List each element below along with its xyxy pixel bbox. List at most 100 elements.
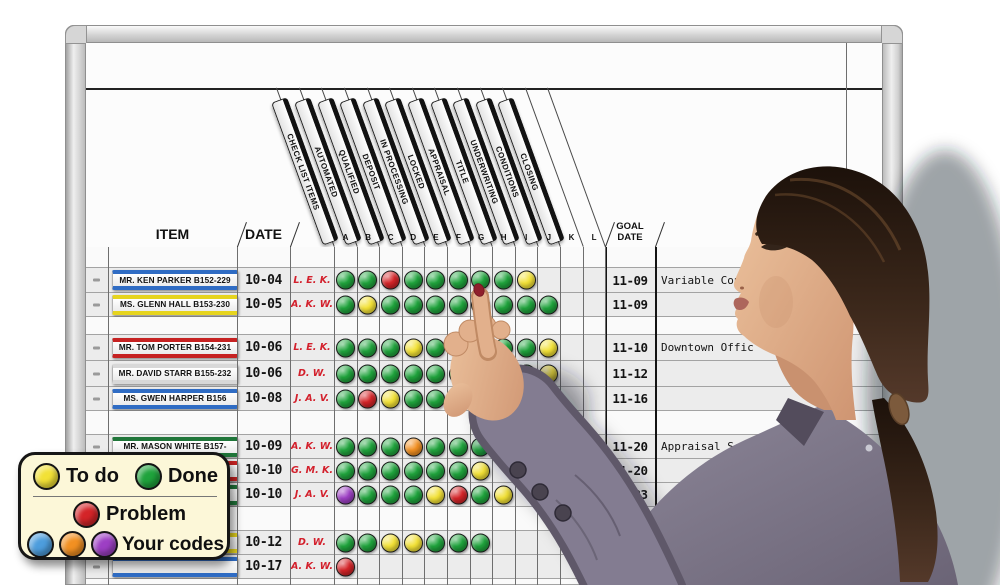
status-dot-magnet[interactable] (335, 270, 355, 290)
status-dot-magnet[interactable] (358, 389, 378, 408)
column-letter: J (546, 233, 552, 242)
status-dot-magnet[interactable] (358, 295, 378, 314)
status-dot-magnet[interactable] (448, 485, 468, 504)
status-dot-magnet[interactable] (403, 270, 423, 290)
status-dot-magnet[interactable] (381, 364, 400, 383)
status-dot-magnet[interactable] (403, 295, 423, 314)
status-dot-magnet[interactable] (335, 338, 355, 357)
status-dot-magnet[interactable] (403, 364, 423, 383)
status-dot-magnet[interactable] (426, 437, 446, 456)
status-dot-magnet[interactable] (494, 364, 513, 383)
status-dot-magnet[interactable] (516, 295, 536, 314)
status-dot-magnet[interactable] (381, 533, 400, 552)
board-row: MR. TOM PORTER B154-231 10-06 L. E. K. 11-1… (86, 335, 882, 361)
name-tag-label: MR. KEN PARKER B152-229 (119, 275, 231, 285)
status-dot-magnet[interactable] (471, 270, 491, 290)
status-dot-magnet[interactable] (494, 270, 513, 290)
status-dot-magnet[interactable] (335, 461, 355, 480)
status-dot-magnet[interactable] (381, 389, 400, 408)
status-dot-magnet[interactable] (403, 533, 423, 552)
status-dot-magnet[interactable] (426, 533, 446, 552)
status-dot-magnet[interactable] (448, 389, 468, 408)
legend-problem-dot (73, 501, 100, 528)
status-dot-magnet[interactable] (335, 485, 355, 504)
note-cell: Variable Condit (661, 273, 761, 287)
status-dot-magnet[interactable] (335, 437, 355, 456)
status-dot-magnet[interactable] (358, 437, 378, 456)
status-dot-magnet[interactable] (516, 364, 536, 383)
goal-date-cell: 11-16 (612, 391, 648, 406)
status-dot-magnet[interactable] (358, 270, 378, 290)
grid-column-line (514, 247, 516, 585)
name-tag-magnet[interactable]: MR. KEN PARKER B152-229 (112, 270, 238, 290)
status-dot-magnet[interactable] (426, 485, 446, 504)
status-dot-magnet[interactable] (426, 270, 446, 290)
status-dot-magnet[interactable] (448, 270, 468, 290)
status-dot-magnet[interactable] (539, 364, 559, 383)
note-cell (661, 387, 881, 410)
status-dot-magnet[interactable] (426, 389, 446, 408)
status-dot-magnet[interactable] (358, 533, 378, 552)
spacer-row (86, 411, 882, 435)
status-dot-magnet[interactable] (335, 533, 355, 552)
status-dot-magnet[interactable] (539, 295, 559, 314)
status-dot-magnet[interactable] (381, 295, 400, 314)
status-dot-magnet[interactable] (335, 389, 355, 408)
status-dot-magnet[interactable] (471, 437, 491, 456)
status-dot-magnet[interactable] (426, 364, 446, 383)
status-dot-magnet[interactable] (358, 364, 378, 383)
status-dot-magnet[interactable] (426, 295, 446, 314)
status-dot-magnet[interactable] (471, 364, 491, 383)
grid-column-line (334, 247, 335, 585)
board-row: MS. GWEN HARPER B156 10-08 J. A. V. 11-16 (86, 387, 882, 411)
status-dot-magnet[interactable] (381, 461, 400, 480)
status-dot-magnet[interactable] (426, 461, 446, 480)
status-dot-magnet[interactable] (403, 389, 423, 408)
status-dot-magnet[interactable] (381, 338, 400, 357)
status-dot-magnet[interactable] (471, 295, 491, 314)
status-dot-magnet[interactable] (539, 338, 559, 357)
name-tag-magnet[interactable]: MR. DAVID STARR B155-232 (112, 363, 238, 384)
status-dot-magnet[interactable] (471, 461, 491, 480)
status-dot-magnet[interactable] (335, 295, 355, 314)
status-dot-magnet[interactable] (448, 364, 468, 383)
initials-cell: D. W. (297, 537, 327, 548)
status-dot-magnet[interactable] (358, 338, 378, 357)
name-tag-magnet[interactable]: MS. GWEN HARPER B156 (112, 388, 238, 409)
status-dot-magnet[interactable] (403, 461, 423, 480)
status-dot-magnet[interactable] (381, 485, 400, 504)
status-dot-magnet[interactable] (403, 437, 423, 456)
status-dot-magnet[interactable] (358, 461, 378, 480)
status-dot-magnet[interactable] (335, 364, 355, 383)
name-tag-magnet[interactable]: MS. GLENN HALL B153-230 (112, 294, 238, 315)
grid-column-line (560, 247, 561, 585)
status-dot-magnet[interactable] (494, 295, 513, 314)
status-dot-magnet[interactable] (335, 557, 355, 576)
grid-column-line (537, 247, 539, 585)
name-tag-magnet[interactable]: MR. TOM PORTER B154-231 (112, 337, 238, 358)
status-dot-magnet[interactable] (358, 485, 378, 504)
status-dot-magnet[interactable] (448, 338, 468, 357)
status-dot-magnet[interactable] (516, 338, 536, 357)
status-dot-magnet[interactable] (471, 533, 491, 552)
grid-column-line (492, 247, 494, 585)
status-dot-magnet[interactable] (448, 461, 468, 480)
status-dot-magnet[interactable] (471, 485, 491, 504)
legend-done-dot (134, 463, 162, 490)
grid-column-line (237, 247, 238, 585)
status-dot-magnet[interactable] (448, 533, 468, 552)
status-dot-magnet[interactable] (381, 270, 400, 290)
status-dot-magnet[interactable] (494, 485, 513, 504)
status-dot-magnet[interactable] (471, 338, 491, 357)
date-cell: 10-04 (245, 272, 282, 288)
status-dot-magnet[interactable] (403, 485, 423, 504)
status-dot-magnet[interactable] (471, 389, 491, 408)
status-dot-magnet[interactable] (403, 338, 423, 357)
status-dot-magnet[interactable] (494, 338, 513, 357)
status-dot-magnet[interactable] (381, 437, 400, 456)
note-cell (661, 531, 881, 554)
status-dot-magnet[interactable] (448, 295, 468, 314)
status-dot-magnet[interactable] (426, 338, 446, 357)
status-dot-magnet[interactable] (516, 270, 536, 290)
status-dot-magnet[interactable] (448, 437, 468, 456)
